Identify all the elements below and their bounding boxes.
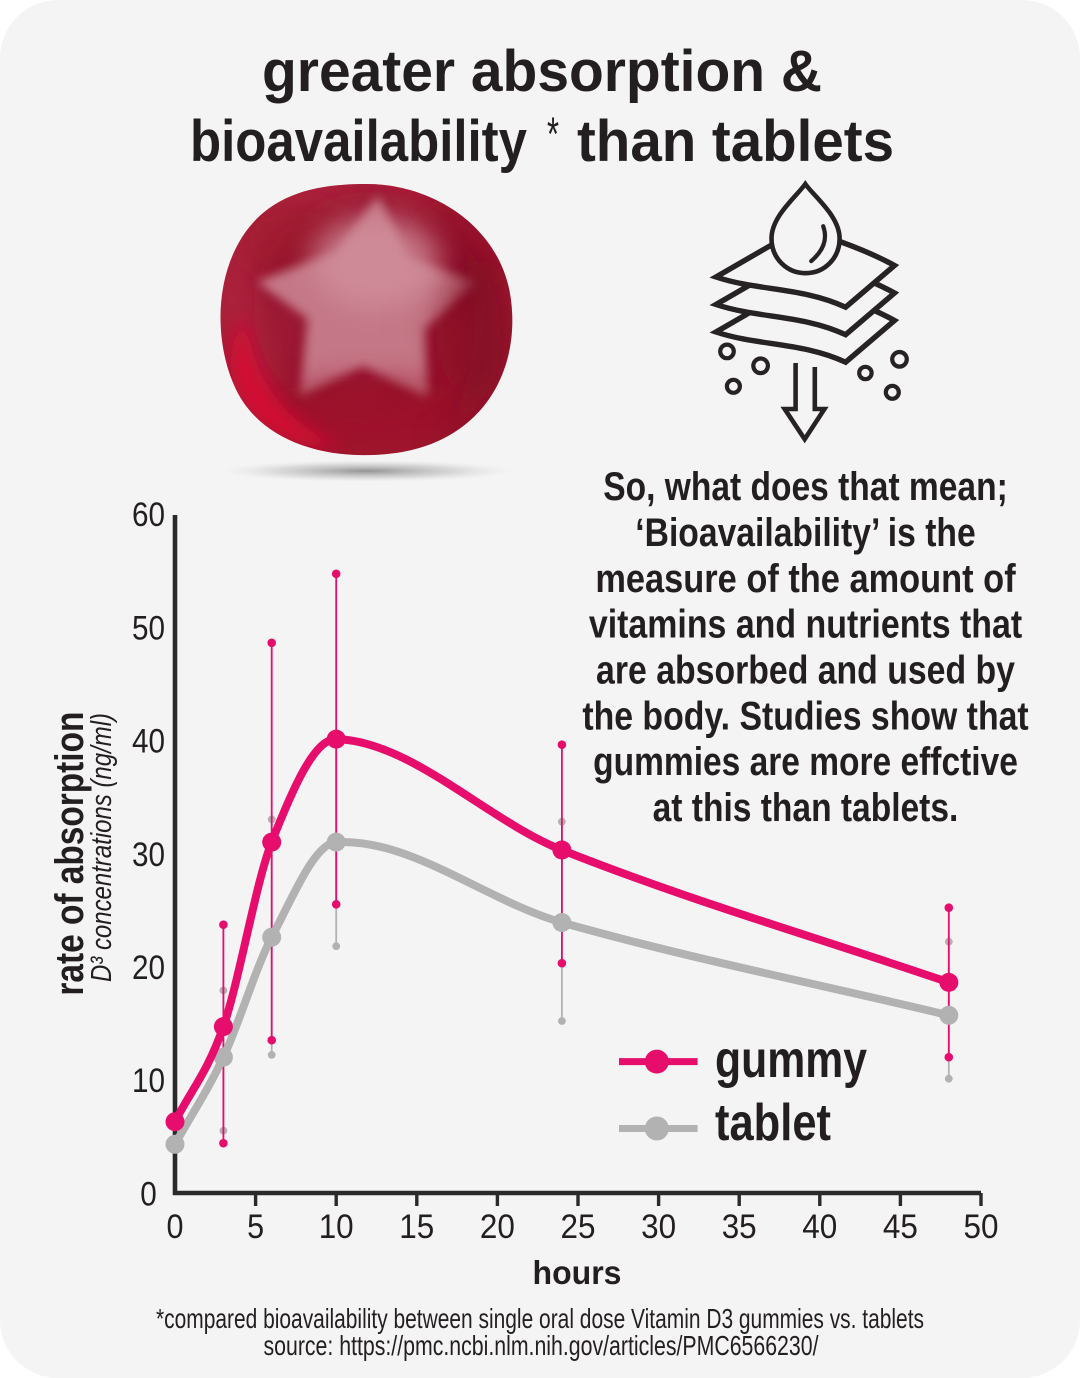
svg-text:gummy: gummy [715, 1031, 867, 1089]
svg-text:0: 0 [167, 1208, 184, 1246]
svg-text:are absorbed and used by: are absorbed and used by [596, 649, 1016, 693]
svg-text:greater absorption &: greater absorption & [262, 39, 822, 104]
svg-text:35: 35 [722, 1208, 757, 1246]
svg-text:measure of the amount of: measure of the amount of [595, 557, 1016, 601]
svg-text:source: https://pmc.ncbi.nlm.n: source: https://pmc.ncbi.nlm.nih.gov/art… [264, 1330, 819, 1361]
svg-text:bioavailability: bioavailability [190, 109, 527, 174]
svg-text:vitamins and nutrients that: vitamins and nutrients that [589, 603, 1022, 647]
svg-text:rate of absorption: rate of absorption [48, 712, 92, 996]
svg-text:than tablets: than tablets [577, 109, 894, 174]
svg-text:20: 20 [132, 949, 165, 987]
svg-text:30: 30 [641, 1208, 676, 1246]
svg-text:gummies are more effctive: gummies are more effctive [593, 740, 1018, 784]
svg-text:*: * [547, 107, 559, 160]
svg-text:the body. Studies show that: the body. Studies show that [582, 695, 1028, 739]
svg-text:40: 40 [132, 723, 165, 761]
svg-text:hours: hours [533, 1254, 622, 1291]
svg-text:5: 5 [247, 1208, 264, 1246]
svg-text:at this than tablets.: at this than tablets. [653, 786, 959, 830]
svg-text:D³ concentrations (ng/ml): D³ concentrations (ng/ml) [86, 713, 118, 982]
svg-text:40: 40 [802, 1208, 837, 1246]
svg-text:50: 50 [132, 609, 165, 647]
svg-text:‘Bioavailability’ is the: ‘Bioavailability’ is the [635, 511, 975, 555]
svg-text:So, what does that mean;: So, what does that mean; [603, 465, 1008, 509]
svg-text:10: 10 [319, 1208, 354, 1246]
svg-text:tablet: tablet [715, 1094, 831, 1152]
svg-text:10: 10 [132, 1062, 165, 1100]
svg-text:60: 60 [132, 496, 165, 534]
svg-text:25: 25 [561, 1208, 596, 1246]
svg-text:45: 45 [883, 1208, 918, 1246]
svg-text:20: 20 [480, 1208, 515, 1246]
svg-text:15: 15 [399, 1208, 434, 1246]
svg-text:30: 30 [132, 836, 165, 874]
svg-text:50: 50 [964, 1208, 999, 1246]
svg-text:0: 0 [140, 1175, 157, 1213]
svg-text:*compared bioavailability betw: *compared bioavailability between single… [156, 1303, 924, 1334]
